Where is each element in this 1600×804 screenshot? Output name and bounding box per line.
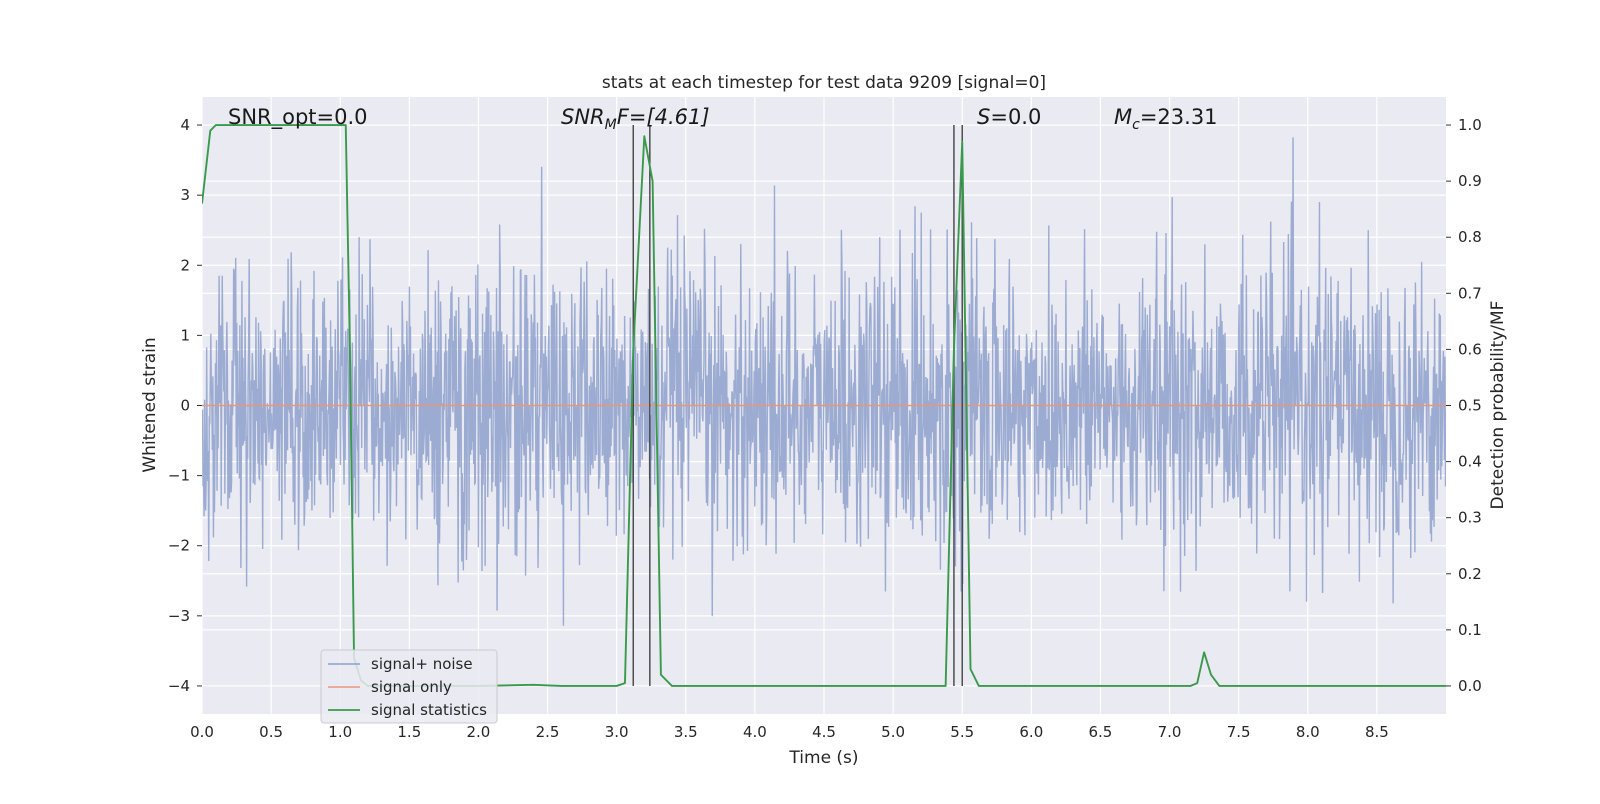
x-tick-label: 0.5 [259,723,283,741]
x-tick-label: 2.5 [536,723,560,741]
x-tick-label: 0.0 [190,723,214,741]
y-left-tick-label: −4 [168,677,190,695]
x-tick-label: 4.5 [812,723,836,741]
y-right-tick-label: 0.3 [1458,509,1482,527]
x-tick-label: 5.5 [950,723,974,741]
annotation-s-suffix: =0.0 [990,105,1041,129]
x-tick-labels: 0.0 0.5 1.0 1.5 2.0 2.5 3.0 3.5 4.0 4.5 5.0 5.5 6.0 6… [190,723,1389,741]
y-right-tick-label: 0.6 [1458,340,1482,358]
y-right-tick-label: 0.1 [1458,621,1482,639]
y-right-tick-label: 1.0 [1458,116,1482,134]
x-tick-label: 1.5 [397,723,421,741]
series-signal-noise [202,137,1446,626]
legend-label-signal-statistics: signal statistics [371,701,487,719]
x-tick-label: 6.5 [1089,723,1113,741]
legend-label-signal-only: signal only [371,678,452,696]
y-left-tick-label: 0 [180,397,190,415]
annotation-snr-mf-sub: M [605,117,617,133]
y-right-tick-label: 0.9 [1458,172,1482,190]
y-right-tick-labels: 0.0 0.1 0.2 0.3 0.4 0.5 0.6 0.7 0.8 0.9 1.0 [1446,116,1482,695]
y-right-tick-label: 0.7 [1458,284,1482,302]
x-tick-label: 7.0 [1158,723,1182,741]
y-right-tick-label: 0.4 [1458,453,1482,471]
x-tick-label: 1.0 [328,723,352,741]
annotation-snr-mf-prefix: SNR [561,105,605,129]
series-signal-statistics [202,124,1446,687]
annotation-snr-mf-suffix: F=[4.61] [617,105,710,129]
y-right-tick-label: 0.5 [1458,397,1482,415]
chart-title: stats at each timestep for test data 920… [602,73,1046,93]
annotation-snr-mf: SNRMF=[4.61] [561,105,710,133]
legend-label-signal-noise: signal+ noise [371,655,473,673]
annotation-s-prefix: S [977,105,990,129]
y-left-tick-label: 1 [180,326,190,344]
y-left-tick-label: 3 [180,186,190,204]
legend: signal+ noise signal only signal statist… [320,649,498,724]
annotation-mc-suffix: =23.31 [1140,105,1218,129]
x-tick-label: 6.0 [1019,723,1043,741]
annotation-mc-value: Mc=23.31 [1114,105,1218,133]
series-layer [202,124,1446,687]
y-right-tick-label: 0.0 [1458,677,1482,695]
y-left-tick-label: −2 [168,537,190,555]
x-axis-label: Time (s) [788,748,858,768]
annotation-snr-opt: SNR_opt=0.0 [228,105,368,130]
annotation-mc-prefix: M [1114,105,1132,129]
y-right-tick-label: 0.2 [1458,565,1482,583]
x-tick-label: 7.5 [1227,723,1251,741]
y-axis-right-label: Detection probability/MF [1488,301,1508,510]
annotation-mc-sub: c [1132,117,1140,133]
x-tick-label: 8.5 [1365,723,1389,741]
y-left-tick-label: −3 [168,607,190,625]
y-right-tick-label: 0.8 [1458,228,1482,246]
x-tick-label: 3.5 [674,723,698,741]
x-tick-label: 8.0 [1296,723,1320,741]
y-left-tick-label: −1 [168,467,190,485]
x-tick-label: 3.0 [605,723,629,741]
x-tick-label: 4.0 [743,723,767,741]
y-axis-left-label: Whitened strain [140,337,160,472]
y-left-tick-labels: −4 −3 −2 −1 0 1 2 3 4 [168,116,202,695]
y-left-tick-label: 2 [180,256,190,274]
y-left-tick-label: 4 [180,116,190,134]
x-tick-label: 2.0 [467,723,491,741]
x-tick-label: 5.0 [881,723,905,741]
legend-box [320,649,498,724]
annotation-s-value: S=0.0 [977,105,1041,129]
